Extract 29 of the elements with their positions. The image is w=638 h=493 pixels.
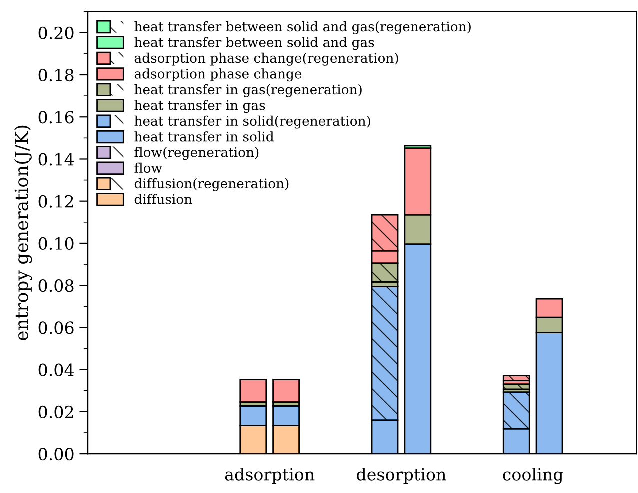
legend-label: heat transfer between solid and gas	[134, 37, 374, 50]
y-tick-label: 0.16	[38, 111, 74, 124]
legend-label: flow(regeneration)	[134, 147, 259, 160]
y-tick-label: 0.06	[38, 322, 74, 334]
y-tick-label: 0.20	[38, 26, 74, 40]
legend-label: heat transfer in solid(regeneration)	[134, 116, 370, 129]
x-tick-label: desorption	[357, 468, 446, 484]
x-tick-label: cooling	[503, 468, 564, 484]
y-tick-label: 0.04	[38, 364, 74, 376]
legend-label: adsorption phase change	[134, 68, 302, 82]
legend-label: heat transfer in gas(regeneration)	[134, 84, 362, 98]
legend-label: heat transfer in solid	[134, 132, 274, 142]
y-tick-label: 0.08	[38, 280, 74, 292]
y-tick-label: 0.14	[38, 153, 74, 166]
legend-label: flow	[134, 162, 162, 174]
y-axis-title: entropy generation(J/K)	[14, 126, 32, 341]
y-tick-label: 0.00	[38, 448, 74, 461]
y-tick-label: 0.02	[38, 406, 74, 419]
y-tick-label: 0.10	[38, 237, 74, 250]
legend-label: heat transfer between solid and gas(regeneration)	[134, 21, 471, 34]
legend-label: diffusion	[134, 194, 192, 204]
legend-label: diffusion(regeneration)	[134, 178, 289, 192]
bar	[240, 379, 268, 403]
y-tick-label: 0.12	[38, 195, 74, 208]
legend-label: adsorption phase change(regeneration)	[134, 52, 398, 66]
bar	[272, 379, 300, 403]
x-tick-label: adsorption	[225, 468, 315, 484]
legend-label: heat transfer in gas	[134, 100, 266, 114]
y-tick-label: 0.18	[38, 68, 74, 82]
